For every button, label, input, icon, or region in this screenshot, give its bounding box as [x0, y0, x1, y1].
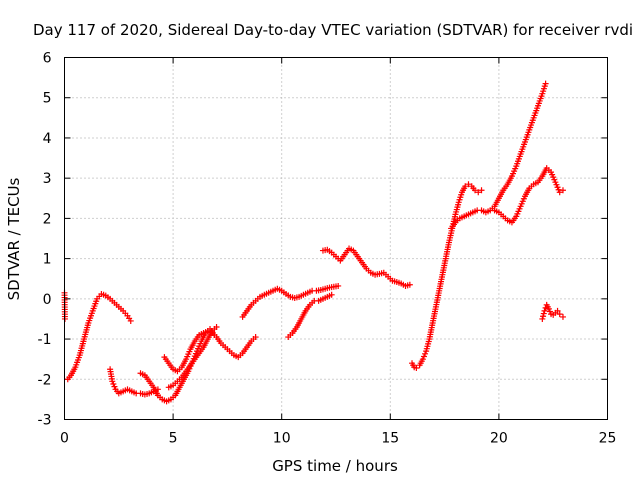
data-point [472, 187, 479, 194]
x-tick-label: 5 [169, 431, 178, 447]
data-series-segment [448, 80, 549, 232]
data-series-segment [539, 301, 566, 322]
plot-frame [64, 57, 608, 420]
data-point [419, 356, 426, 363]
data-point [541, 307, 548, 314]
y-tick-label: 1 [43, 252, 52, 268]
data-point [420, 353, 427, 360]
data-point [462, 183, 469, 190]
y-tick-label: 5 [43, 91, 52, 107]
data-point [213, 323, 220, 330]
y-axis-label: SDTVAR / TECUs [5, 177, 23, 300]
chart-title: Day 117 of 2020, Sidereal Day-to-day VTE… [33, 21, 633, 39]
data-point [554, 307, 561, 314]
data-point [252, 334, 259, 341]
data-point [109, 378, 116, 385]
data-point [539, 315, 546, 322]
data-point [475, 189, 482, 196]
data-point [556, 311, 563, 318]
data-points [61, 80, 566, 405]
data-point [540, 313, 547, 320]
y-tick-label: 6 [43, 51, 52, 67]
x-tick-label: 20 [490, 431, 508, 447]
data-point [559, 313, 566, 320]
data-series-segment [165, 323, 220, 391]
y-tick-label: -1 [38, 332, 52, 348]
y-tick-label: -2 [38, 372, 52, 388]
data-series-segment [319, 245, 413, 289]
data-point [413, 365, 420, 372]
x-tick-label: 25 [599, 431, 617, 447]
data-point [546, 308, 553, 315]
data-point [335, 282, 342, 289]
data-point [406, 281, 413, 288]
x-tick-label: 10 [273, 431, 291, 447]
data-point [478, 187, 485, 194]
y-tick-label: 3 [43, 171, 52, 187]
y-tick-label: 0 [43, 292, 52, 308]
data-series-segment [161, 328, 259, 375]
data-point [328, 291, 335, 298]
data-series-segment [239, 282, 342, 320]
data-series-segment [107, 366, 161, 398]
y-tick-label: -3 [38, 413, 52, 429]
data-point [465, 181, 472, 188]
data-point [422, 350, 429, 357]
y-tick-label: 2 [43, 211, 52, 227]
data-series-segment [491, 165, 566, 226]
data-point [127, 317, 134, 324]
data-point [556, 189, 563, 196]
data-point [542, 80, 549, 87]
x-tick-label: 0 [60, 431, 69, 447]
data-series-segment [285, 291, 335, 341]
data-point [540, 310, 547, 317]
y-tick-label: 4 [43, 131, 52, 147]
data-series-segment [64, 291, 134, 383]
data-point [111, 383, 118, 390]
data-point [110, 380, 117, 387]
grid-lines [64, 57, 608, 420]
data-point [545, 305, 552, 312]
x-axis-label: GPS time / hours [272, 457, 398, 475]
data-point [559, 187, 566, 194]
x-tick-label: 15 [381, 431, 399, 447]
